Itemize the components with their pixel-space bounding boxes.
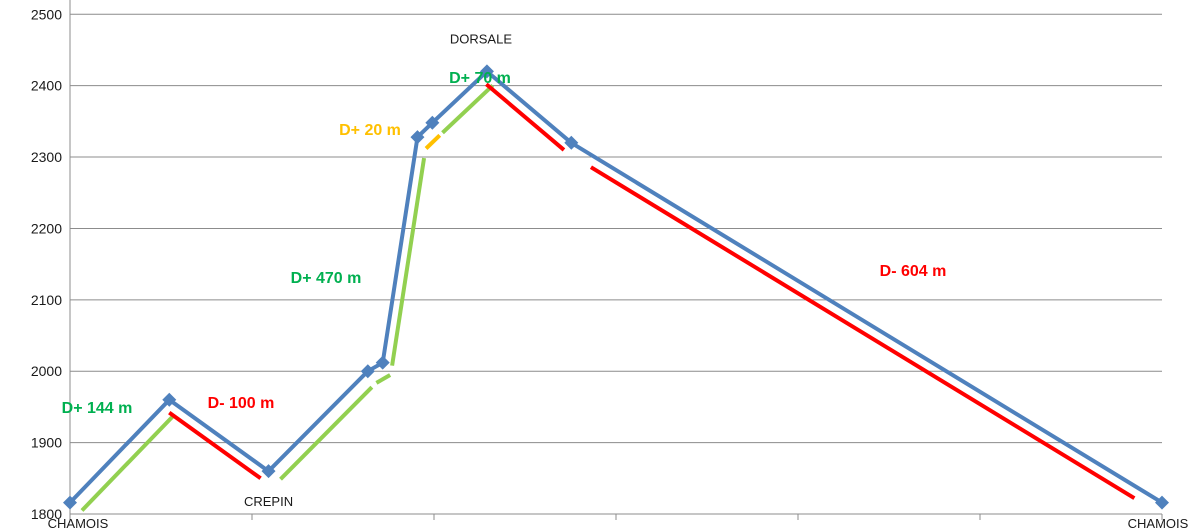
data-point-marker [425, 115, 440, 130]
point-label: DORSALE [450, 31, 512, 46]
segment-lines [80, 82, 1136, 512]
segment-gain-label: D+ 70 m [449, 70, 511, 87]
data-point-marker [261, 464, 276, 479]
segment-gain-label: D+ 470 m [291, 270, 362, 287]
annotation-labels: CHAMOIS CREPIN DORSALE CHAMOIS D+ 144 m D- 10… [48, 31, 1189, 530]
y-tick-label: 2500 [31, 6, 62, 22]
segment-gain-label: D+ 144 m [62, 400, 133, 417]
data-point-marker [410, 130, 425, 145]
segment-line-descent [485, 82, 566, 152]
segment-line-ascent [375, 373, 392, 385]
segment-line-ascent [279, 385, 374, 481]
segment-line-ascent [441, 83, 495, 135]
y-tick-label: 2200 [31, 220, 62, 236]
data-point-marker [564, 135, 579, 150]
data-point-marker [360, 364, 375, 379]
segment-line-ascent_small [424, 133, 442, 150]
segment-gain-label: D- 604 m [880, 263, 947, 280]
point-label: CHAMOIS [1128, 516, 1189, 530]
segment-gain-label: D+ 20 m [339, 122, 401, 139]
y-tick-label: 2300 [31, 149, 62, 165]
y-tick-label: 1900 [31, 435, 62, 451]
segment-line-ascent [390, 157, 427, 366]
grid-lines [69, 0, 1163, 520]
segment-line-descent [589, 165, 1136, 500]
segment-line-ascent [80, 414, 175, 512]
segment-line-descent [168, 411, 262, 480]
data-point-marker [63, 495, 77, 510]
point-label: CREPIN [244, 494, 293, 509]
data-point-marker [479, 64, 494, 79]
data-point-marker [1155, 495, 1169, 510]
y-axis-tick-labels: 1800 1900 2000 2100 2200 2300 2400 2500 [31, 6, 62, 522]
y-tick-label: 2400 [31, 78, 62, 94]
point-label: CHAMOIS [48, 516, 109, 530]
data-point-marker [162, 392, 177, 407]
profile-line [68, 69, 1164, 505]
data-point-marker [375, 355, 390, 370]
y-tick-label: 2100 [31, 292, 62, 308]
y-tick-label: 1800 [31, 506, 62, 522]
segment-gain-label: D- 100 m [208, 395, 275, 412]
profile-series [63, 64, 1169, 510]
y-tick-label: 2000 [31, 363, 62, 379]
